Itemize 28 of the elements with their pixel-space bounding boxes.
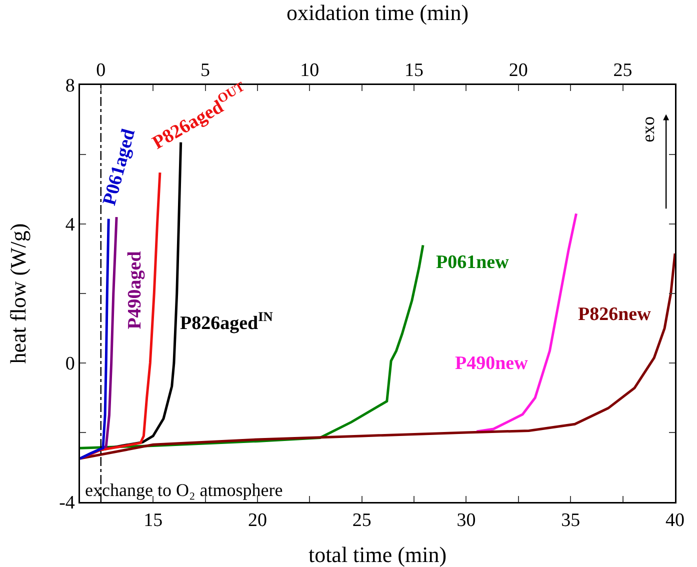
x-tick-label: 15 [144,510,163,532]
x2-tick-label: 15 [404,60,424,82]
x-tick-label: 30 [456,510,476,532]
series-label: P826aged$^{IN}$ [180,309,274,334]
line-series [80,252,675,460]
x-tick-label: 35 [561,510,580,532]
line-series [80,218,110,460]
text: P490aged [124,250,146,330]
x2-tick-label: 5 [200,60,210,82]
series-label: P490new [455,353,528,374]
x2-tick-label: 0 [96,60,106,82]
x-tick-label: 20 [248,510,267,532]
series-label: P826new [578,304,652,325]
annotation: exchange to O₂ atmosphere [85,480,283,500]
y-tick-label: 0 [65,354,75,375]
series-label: P061new [436,252,510,273]
annotation: exo [638,116,658,142]
y-tick-label: -4 [59,492,76,514]
x2-tick-label: 25 [613,60,632,82]
x2-tick-label: 10 [300,60,320,82]
y-tick-label: 4 [65,214,76,236]
x-tick-label: 40 [666,510,684,532]
x-axis-title: total time (min) [308,542,447,567]
x-tick-label: 25 [352,510,372,532]
x2-tick-label: 20 [508,60,528,82]
y-axis-title: heat flow (W/g) [6,223,31,364]
x2-axis-title: oxidation time (min) [286,0,469,25]
y-tick-label: 8 [65,76,75,97]
